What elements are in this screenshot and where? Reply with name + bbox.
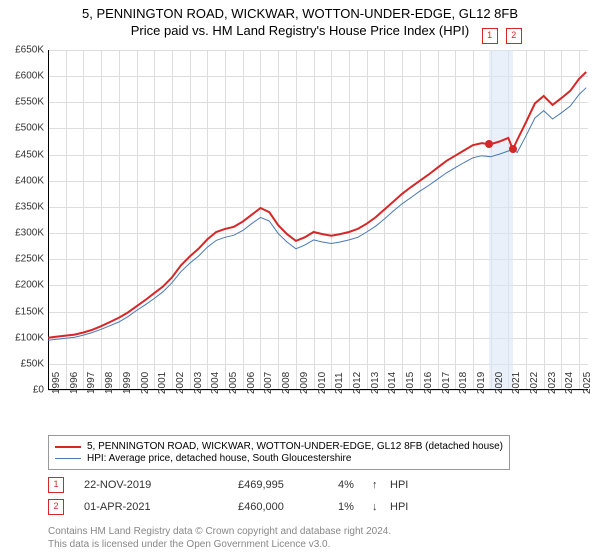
- y-tick-label: £0: [0, 385, 44, 396]
- x-tick-label: 2025: [582, 372, 593, 394]
- y-tick-label: £400K: [0, 175, 44, 186]
- x-tick-label: 1996: [69, 372, 80, 394]
- x-tick-label: 1998: [104, 372, 115, 394]
- footer-line2: This data is licensed under the Open Gov…: [48, 538, 391, 551]
- x-tick-label: 2015: [405, 372, 416, 394]
- x-tick-label: 2024: [564, 372, 575, 394]
- legend-item: HPI: Average price, detached house, Sout…: [55, 453, 503, 464]
- x-tick-label: 2004: [210, 372, 221, 394]
- plot-area: 12: [48, 50, 588, 390]
- x-tick-label: 2020: [494, 372, 505, 394]
- y-tick-label: £450K: [0, 149, 44, 160]
- event-date: 22-NOV-2019: [84, 479, 151, 491]
- x-tick-label: 2002: [175, 372, 186, 394]
- event-dot: [485, 140, 493, 148]
- x-tick-label: 2008: [281, 372, 292, 394]
- x-tick-label: 2022: [529, 372, 540, 394]
- x-tick-label: 2021: [511, 372, 522, 394]
- x-tick-label: 2005: [228, 372, 239, 394]
- x-tick-label: 2019: [476, 372, 487, 394]
- x-tick-label: 2017: [441, 372, 452, 394]
- y-tick-label: £50K: [0, 358, 44, 369]
- y-tick-label: £650K: [0, 45, 44, 56]
- event-row-marker: 2: [48, 499, 64, 515]
- legend-item: 5, PENNINGTON ROAD, WICKWAR, WOTTON-UNDE…: [55, 441, 503, 452]
- event-marker-box: 1: [482, 28, 498, 44]
- x-tick-label: 2016: [423, 372, 434, 394]
- y-tick-label: £600K: [0, 71, 44, 82]
- event-pct: 1%: [338, 501, 354, 513]
- event-suffix: HPI: [390, 479, 408, 491]
- event-price: £469,995: [238, 479, 284, 491]
- y-tick-label: £250K: [0, 254, 44, 265]
- series-hpi: [48, 88, 586, 341]
- x-tick-label: 2010: [317, 372, 328, 394]
- x-tick-label: 2001: [157, 372, 168, 394]
- x-tick-label: 2013: [370, 372, 381, 394]
- event-date: 01-APR-2021: [84, 501, 151, 513]
- y-tick-label: £350K: [0, 201, 44, 212]
- x-tick-label: 1997: [86, 372, 97, 394]
- x-tick-label: 2012: [352, 372, 363, 394]
- x-tick-label: 2018: [458, 372, 469, 394]
- footer-line1: Contains HM Land Registry data © Crown c…: [48, 525, 391, 538]
- y-tick-label: £200K: [0, 280, 44, 291]
- footer-text: Contains HM Land Registry data © Crown c…: [48, 525, 391, 551]
- event-dot: [509, 145, 517, 153]
- legend-label: 5, PENNINGTON ROAD, WICKWAR, WOTTON-UNDE…: [87, 441, 503, 452]
- y-tick-label: £150K: [0, 306, 44, 317]
- event-row-marker: 1: [48, 477, 64, 493]
- event-arrow: ↓: [372, 501, 378, 513]
- x-tick-label: 2023: [547, 372, 558, 394]
- y-axis-labels: £0£50K£100K£150K£200K£250K£300K£350K£400…: [0, 50, 44, 390]
- y-tick-label: £100K: [0, 332, 44, 343]
- event-price: £460,000: [238, 501, 284, 513]
- x-tick-label: 1995: [51, 372, 62, 394]
- y-tick-label: £550K: [0, 97, 44, 108]
- x-tick-label: 1999: [122, 372, 133, 394]
- legend: 5, PENNINGTON ROAD, WICKWAR, WOTTON-UNDE…: [48, 435, 510, 470]
- x-tick-label: 2007: [263, 372, 274, 394]
- x-tick-label: 2000: [140, 372, 151, 394]
- x-tick-label: 2009: [299, 372, 310, 394]
- x-tick-label: 2011: [334, 372, 345, 394]
- event-suffix: HPI: [390, 501, 408, 513]
- y-tick-label: £500K: [0, 123, 44, 134]
- title-line1: 5, PENNINGTON ROAD, WICKWAR, WOTTON-UNDE…: [0, 6, 600, 23]
- event-marker-box: 2: [506, 28, 522, 44]
- x-axis-labels: 1995199619971998199920002001200220032004…: [48, 394, 588, 434]
- series-property: [48, 72, 586, 338]
- event-row: 2 01-APR-2021 £460,000 1% ↓ HPI: [48, 499, 548, 515]
- event-pct: 4%: [338, 479, 354, 491]
- legend-label: HPI: Average price, detached house, Sout…: [87, 453, 351, 464]
- event-row: 1 22-NOV-2019 £469,995 4% ↑ HPI: [48, 477, 548, 493]
- x-tick-label: 2014: [387, 372, 398, 394]
- x-tick-label: 2003: [193, 372, 204, 394]
- y-tick-label: £300K: [0, 228, 44, 239]
- x-tick-label: 2006: [246, 372, 257, 394]
- event-arrow: ↑: [372, 479, 378, 491]
